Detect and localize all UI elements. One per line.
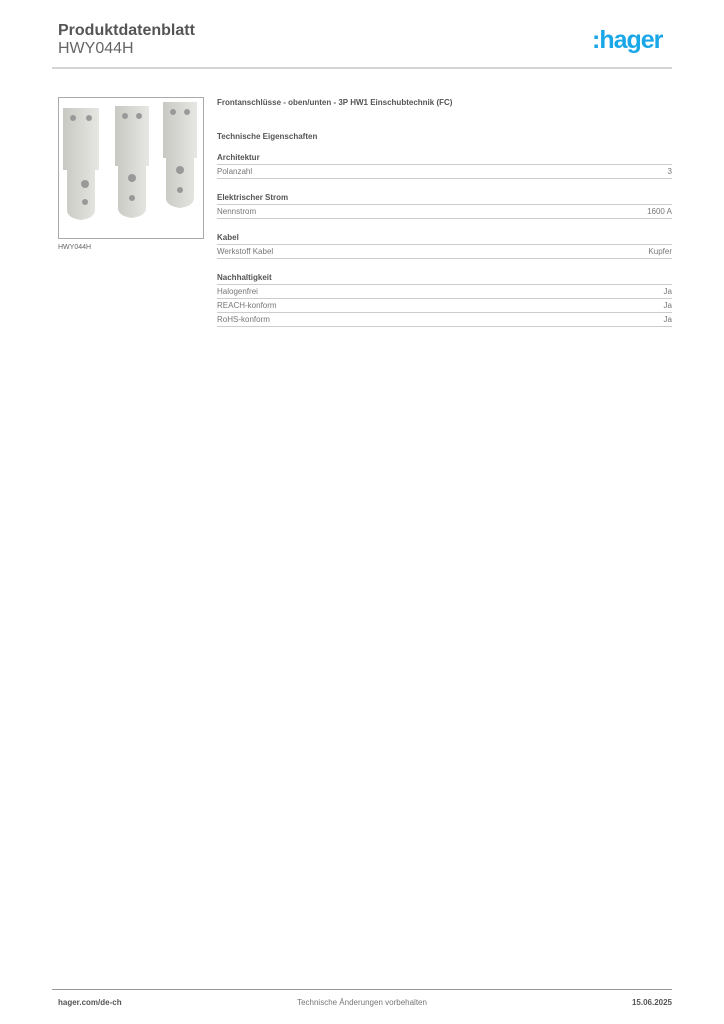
- footer-notice: Technische Änderungen vorbehalten: [297, 998, 427, 1007]
- property-label: Polanzahl: [217, 167, 253, 176]
- page-title: Produktdatenblatt: [58, 22, 195, 39]
- property-row: Polanzahl 3: [217, 165, 672, 179]
- property-value: Kupfer: [648, 247, 672, 256]
- product-image: [58, 97, 204, 239]
- group-heading: Nachhaltigkeit: [217, 273, 672, 285]
- section-title: Technische Eigenschaften: [217, 132, 318, 141]
- footer-website[interactable]: hager.com/de-ch: [58, 998, 122, 1007]
- image-caption: HWY044H: [58, 244, 92, 251]
- group-heading: Elektrischer Strom: [217, 193, 672, 205]
- footer-divider: [52, 989, 672, 990]
- product-title: Frontanschlüsse - oben/unten - 3P HW1 Ei…: [217, 98, 453, 107]
- footer-date: 15.06.2025: [631, 998, 672, 1007]
- property-label: Nennstrom: [217, 207, 257, 216]
- hager-logo: :hager: [592, 26, 663, 54]
- property-row: Werkstoff Kabel Kupfer: [217, 245, 672, 259]
- properties-panel: Frontanschlüsse - oben/unten - 3P HW1 Ei…: [217, 96, 672, 327]
- property-row: REACH-konform Ja: [217, 299, 672, 313]
- product-code: HWY044H: [58, 40, 134, 57]
- group-heading: Kabel: [217, 233, 672, 245]
- terminal-plate: [63, 108, 99, 220]
- property-row: RoHS-konform Ja: [217, 313, 672, 327]
- property-value: Ja: [663, 287, 672, 296]
- group-heading: Architektur: [217, 153, 672, 165]
- property-value: 3: [667, 167, 672, 176]
- property-label: REACH-konform: [217, 301, 277, 310]
- terminal-plate: [115, 106, 149, 218]
- property-value: Ja: [663, 301, 672, 310]
- property-row: Halogenfrei Ja: [217, 285, 672, 299]
- property-value: 1600 A: [647, 207, 672, 216]
- terminal-plate: [163, 102, 197, 208]
- property-label: Halogenfrei: [217, 287, 258, 296]
- property-label: RoHS-konform: [217, 315, 270, 324]
- property-label: Werkstoff Kabel: [217, 247, 274, 256]
- property-value: Ja: [663, 315, 672, 324]
- header-divider: [52, 67, 672, 69]
- property-row: Nennstrom 1600 A: [217, 205, 672, 219]
